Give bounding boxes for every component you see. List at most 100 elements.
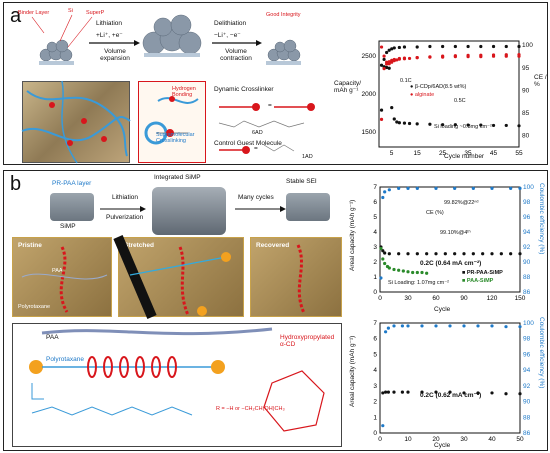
- chart-a-legend-2: ● alginate: [410, 92, 435, 98]
- chartBT-y2tick: 90: [523, 259, 531, 266]
- good-integrity-label: Good Integrity: [266, 12, 301, 18]
- control-equals: =: [254, 145, 258, 152]
- chartA-xtick: 55: [515, 150, 523, 157]
- recovered-panel: [250, 237, 342, 317]
- chartA-point: [453, 123, 457, 127]
- chartA-point: [395, 58, 399, 62]
- chartA-point: [517, 124, 521, 128]
- pristine-label: Pristine: [18, 242, 42, 249]
- chartBB-point: [384, 330, 388, 334]
- chart-bb-xlabel: Cycle: [434, 442, 451, 449]
- chartBB-point: [448, 324, 452, 328]
- panel-a-clusters: [31, 14, 301, 65]
- chartBB-ytick: 7: [373, 320, 377, 327]
- dynamic-crosslinker-label: Dynamic Crosslinker: [214, 86, 274, 93]
- chartA-ytick: 2000: [362, 91, 377, 98]
- chartBT-point: [379, 276, 383, 280]
- chart-a-xlabel: Cycle number: [444, 153, 485, 160]
- chartBB-ytick: 2: [373, 399, 377, 406]
- chartBT-point: [406, 186, 410, 190]
- pr-paa-label: PR-PAA layer: [52, 180, 92, 187]
- chartBT-y2tick: 86: [523, 289, 531, 296]
- chartBT-point: [392, 267, 396, 272]
- chartBT-ytick: 0: [373, 289, 377, 296]
- chartBB-point: [490, 391, 494, 395]
- chart-bb-rate: 0.2C (0.62 mA cm⁻²): [420, 392, 482, 399]
- chartBT-point: [415, 270, 419, 275]
- chartBT-y2tick: 100: [523, 184, 534, 191]
- chartA-point: [387, 60, 391, 64]
- chart-bt-inset-ylabel: CE (%): [426, 210, 444, 216]
- chartBB-point: [420, 324, 424, 328]
- chart-bt-ylabel: Areal capacity (mAh g⁻¹): [349, 199, 356, 271]
- chartA-xtick: 35: [464, 150, 472, 157]
- chart-a-legend-2-text: alginate: [414, 92, 435, 98]
- lithiation-label-b: Lithiation: [112, 194, 139, 201]
- chartBT-point: [383, 261, 387, 266]
- chartBB-point: [386, 326, 390, 330]
- pulverization-label: Pulverization: [106, 214, 144, 221]
- chartBB-ytick: 3: [373, 383, 377, 390]
- chart-bt-legend-1: ■ PR-PAA-SiMP: [462, 270, 503, 276]
- chartBT-point: [379, 246, 383, 251]
- chartA-point: [382, 67, 386, 71]
- chartA-point: [407, 56, 412, 61]
- chartA-point: [453, 55, 457, 59]
- chartBT-point: [387, 252, 391, 256]
- chartBT-point: [518, 186, 522, 190]
- chartBT-point: [471, 252, 475, 256]
- chartBT-point: [453, 186, 457, 190]
- chartA-xtick: 45: [490, 150, 498, 157]
- chart-a-legend-1-text: β-CDp/6AD(8.5 wt%): [414, 84, 467, 90]
- chartBT-point: [420, 270, 424, 275]
- chartBB-point: [504, 325, 508, 329]
- chartA-y2tick: 100: [522, 42, 533, 49]
- chartBT-point: [490, 186, 494, 190]
- chartBT-point: [397, 186, 401, 190]
- chartA-point: [466, 123, 470, 127]
- chartBT-point: [415, 186, 419, 190]
- chartBT-point: [381, 195, 385, 200]
- chartBT-point: [509, 252, 513, 256]
- lithiation-eq: +Li⁺, +e⁻: [96, 32, 123, 39]
- chartA-point: [390, 47, 394, 51]
- chartBT-point: [383, 190, 387, 194]
- chartA-point: [392, 117, 396, 121]
- chartBB-point: [462, 391, 466, 395]
- chartA-point: [441, 44, 445, 49]
- chartBB-point: [518, 325, 522, 329]
- chartA-ytick: 2500: [362, 53, 377, 60]
- chartBB-xtick: 20: [432, 436, 440, 443]
- stable-sei-image: [286, 193, 330, 221]
- chartBT-point: [434, 186, 438, 190]
- simp-label: SiMP: [60, 223, 76, 230]
- chartBT-ytick: 1: [373, 274, 377, 281]
- chartBB-point: [406, 390, 410, 394]
- chartA-point: [479, 44, 483, 49]
- chartBT-point: [509, 186, 513, 190]
- chart-a-y2label: CE / %: [534, 74, 547, 88]
- chartBB-point: [384, 390, 388, 394]
- chartA-point: [453, 44, 457, 49]
- chart-bt-rate: 0.2C (0.64 mA cm⁻²): [420, 260, 482, 267]
- si-label: Si: [68, 8, 73, 14]
- chart-bt-legend-2-text: PAA-SiMP: [466, 278, 494, 284]
- panel-b-label: b: [10, 173, 22, 195]
- chart-bt-legend-2: ■ PAA-SiMP: [462, 278, 494, 284]
- chartBT-frame: [379, 186, 521, 293]
- chartBT-y2tick: 96: [523, 214, 531, 221]
- chartA-point: [379, 63, 384, 67]
- chartA-point: [385, 50, 389, 55]
- chartA-point: [382, 54, 386, 58]
- volume-contraction-label: Volume contraction: [220, 48, 252, 62]
- chartA-ytick: 1500: [362, 129, 377, 136]
- chartBB-point: [448, 390, 452, 394]
- polyrotaxane-bottom-label: Polyrotaxane: [46, 356, 84, 363]
- crosslinker-equals: =: [268, 102, 272, 109]
- chartA-point: [441, 123, 445, 127]
- chartBB-y2tick: 92: [523, 383, 531, 390]
- binder-zoom-strands: [21, 80, 131, 164]
- chart-bt-y2label: Coulombic efficiency (%): [538, 183, 545, 255]
- chartBT-xtick: 60: [432, 295, 440, 302]
